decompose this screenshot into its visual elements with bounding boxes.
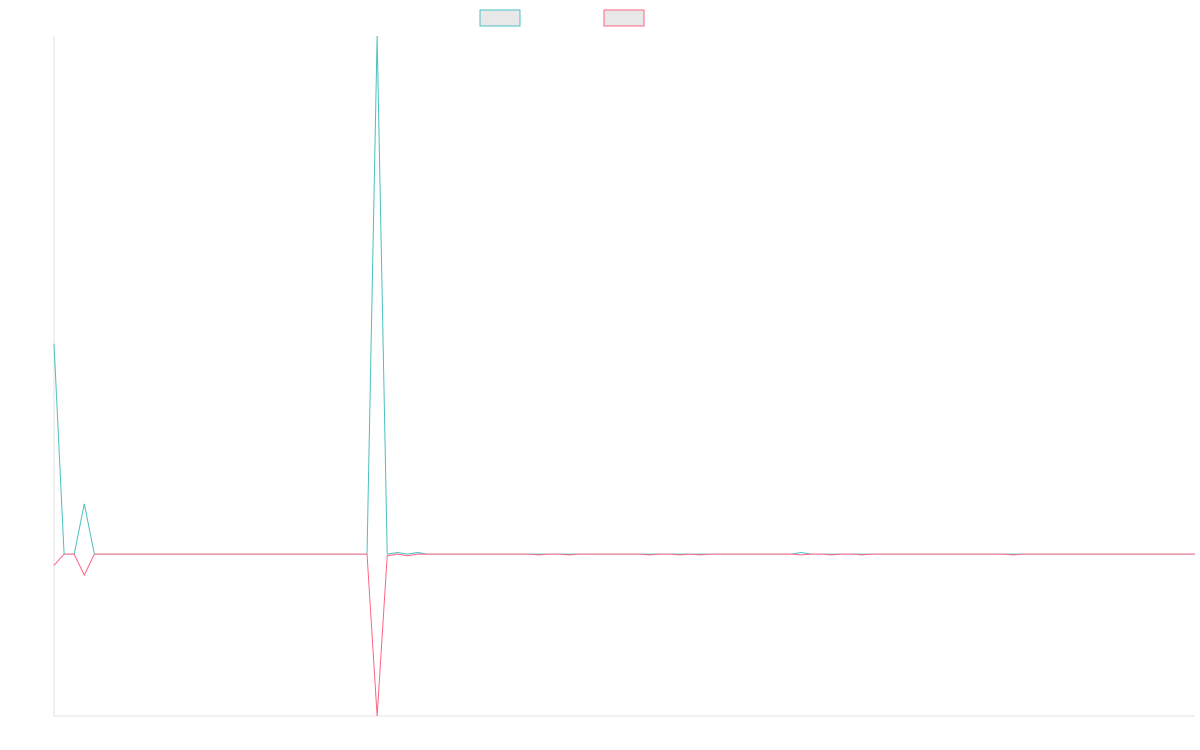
series-layer [53, 35, 1195, 717]
legend-swatch-series-1[interactable] [479, 9, 521, 27]
series-line-1 [53, 35, 1195, 555]
axes [53, 36, 1195, 717]
legend-swatch-series-2[interactable] [603, 9, 645, 27]
series-line-2 [53, 553, 1195, 717]
legend[interactable] [479, 9, 645, 27]
